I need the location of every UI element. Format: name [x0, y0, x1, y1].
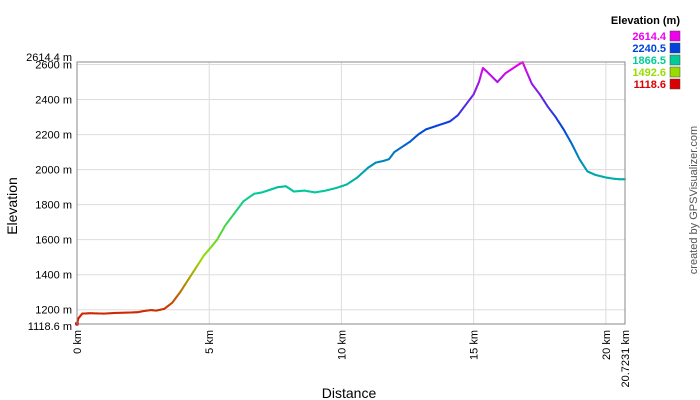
x-tick-label: 20 km	[601, 330, 613, 360]
y-tick-label: 2200 m	[35, 130, 72, 142]
y-tick-label: 1600 m	[35, 235, 72, 247]
x-tick-label: 15 km	[469, 330, 481, 360]
legend-swatch	[669, 66, 681, 78]
y-axis-title: Elevation	[4, 177, 20, 235]
legend-swatch	[669, 78, 681, 90]
y-gridlines	[77, 64, 625, 311]
legend-swatch	[669, 30, 681, 42]
x-tick-label: 20.7231 km	[620, 330, 632, 387]
y-tick-labels: 1118.6 m 1200 m 1400 m 1600 m 1800 m 2000 m 22…	[26, 52, 72, 333]
y-tick-label: 1200 m	[35, 305, 72, 317]
y-tick-label: 1118.6 m	[28, 321, 72, 333]
legend-title: Elevation (m)	[611, 15, 680, 27]
x-gridlines	[208, 62, 607, 324]
plot-frame	[76, 61, 626, 325]
x-tick-label: 10 km	[336, 330, 348, 360]
elevation-profile-line	[75, 61, 626, 326]
legend-entry-label: 1118.6	[634, 79, 666, 91]
y-tick-label: 2000 m	[35, 165, 72, 177]
legend-swatch	[669, 42, 681, 54]
x-tick-label: 5 km	[204, 330, 216, 354]
legend-entry-label: 2614.4	[632, 31, 667, 43]
legend-entry-label: 1492.6	[632, 67, 666, 79]
y-tick-label: 1400 m	[35, 270, 72, 282]
legend-swatch	[669, 54, 681, 66]
x-tick-labels: 0 km 5 km 10 km 15 km 20 km 20.7231 km	[72, 330, 632, 387]
credit-text: created by GPSVisualizer.com	[688, 126, 700, 274]
plot-background	[77, 62, 625, 324]
x-tick-label: 0 km	[72, 330, 84, 354]
y-tick-label: 2600 m	[35, 60, 72, 72]
y-tick-label: 2614.4 m	[26, 52, 72, 64]
x-axis-title: Distance	[322, 385, 377, 400]
legend-entry-label: 2240.5	[632, 43, 666, 55]
legend-entry-label: 1866.5	[632, 55, 666, 67]
y-tick-label: 1800 m	[35, 200, 72, 212]
y-tick-label: 2400 m	[35, 95, 72, 107]
